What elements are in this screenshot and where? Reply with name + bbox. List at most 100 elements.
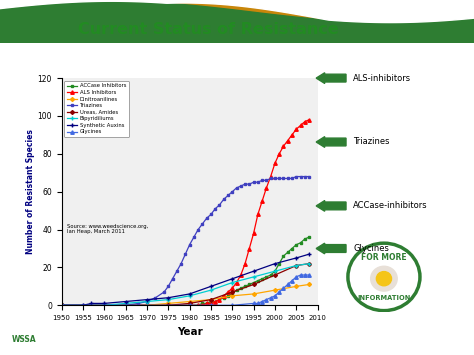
Circle shape bbox=[348, 243, 420, 311]
Triazines bbox=[225, 193, 231, 198]
ALS Inhibitors bbox=[208, 301, 214, 306]
Triazines bbox=[293, 174, 299, 179]
Triazines bbox=[264, 178, 269, 182]
Dinitroanilines bbox=[208, 297, 214, 302]
Bipyridiliums bbox=[101, 303, 107, 307]
Bipyridiliums bbox=[272, 269, 278, 273]
Line: Triazines: Triazines bbox=[60, 175, 310, 307]
Dinitroanilines bbox=[59, 303, 64, 307]
Text: WSSA Herbicide Resistance Management Lesson 1 © 2011 WSSA All Rights Reserved: WSSA Herbicide Resistance Management Les… bbox=[110, 337, 364, 343]
ACCase Inhibitors bbox=[306, 235, 312, 239]
ALS Inhibitors bbox=[281, 144, 286, 148]
Line: ALS Inhibitors: ALS Inhibitors bbox=[60, 118, 311, 307]
Glycines bbox=[264, 297, 269, 302]
Dinitroanilines bbox=[272, 288, 278, 292]
Triazines bbox=[221, 197, 227, 201]
Bipyridiliums bbox=[187, 294, 192, 298]
Triazines bbox=[268, 176, 273, 181]
Triazines bbox=[285, 176, 291, 181]
Line: Bipyridiliums: Bipyridiliums bbox=[59, 261, 311, 308]
Triazines bbox=[187, 242, 192, 247]
ACCase Inhibitors bbox=[234, 288, 239, 292]
ACCase Inhibitors bbox=[281, 254, 286, 258]
ACCase Inhibitors bbox=[293, 242, 299, 247]
ACCase Inhibitors bbox=[246, 282, 252, 286]
Glycines bbox=[208, 303, 214, 307]
Synthetic Auxins bbox=[59, 303, 64, 307]
ACCase Inhibitors bbox=[212, 299, 218, 304]
Triazines bbox=[229, 190, 235, 194]
Line: ACCase Inhibitors: ACCase Inhibitors bbox=[60, 236, 310, 307]
ALS Inhibitors bbox=[293, 127, 299, 131]
Triazines bbox=[298, 174, 303, 179]
ACCase Inhibitors bbox=[229, 292, 235, 296]
Glycines bbox=[293, 275, 299, 279]
Glycines bbox=[59, 303, 64, 307]
Text: Triazines: Triazines bbox=[353, 137, 390, 147]
Line: Synthetic Auxins: Synthetic Auxins bbox=[59, 252, 311, 308]
Triazines bbox=[276, 176, 282, 181]
ACCase Inhibitors bbox=[255, 279, 261, 283]
Dinitroanilines bbox=[306, 282, 312, 286]
ALS Inhibitors bbox=[298, 123, 303, 127]
ALS Inhibitors bbox=[246, 246, 252, 251]
ALS Inhibitors bbox=[251, 231, 256, 235]
Ureas, Amides bbox=[187, 301, 192, 306]
ALS Inhibitors bbox=[204, 301, 210, 306]
ALS Inhibitors bbox=[242, 262, 248, 266]
Glycines bbox=[285, 282, 291, 286]
Bipyridiliums bbox=[144, 299, 150, 304]
ACCase Inhibitors bbox=[204, 301, 210, 306]
Triazines bbox=[238, 184, 244, 188]
ALS Inhibitors bbox=[221, 294, 227, 298]
ALS Inhibitors bbox=[195, 303, 201, 307]
Synthetic Auxins bbox=[208, 284, 214, 289]
ACCase Inhibitors bbox=[208, 299, 214, 304]
X-axis label: Year: Year bbox=[177, 327, 202, 337]
Triazines bbox=[191, 235, 197, 239]
Triazines bbox=[178, 262, 184, 266]
Triazines bbox=[212, 207, 218, 211]
Triazines bbox=[306, 174, 312, 179]
Triazines bbox=[182, 252, 188, 256]
Triazines bbox=[144, 299, 150, 304]
Text: WSSA: WSSA bbox=[11, 335, 36, 344]
Bipyridiliums bbox=[123, 301, 128, 306]
ACCase Inhibitors bbox=[200, 301, 205, 306]
Ureas, Amides bbox=[229, 290, 235, 294]
Ureas, Amides bbox=[293, 263, 299, 268]
Dinitroanilines bbox=[187, 299, 192, 304]
ALS Inhibitors bbox=[276, 152, 282, 156]
Ureas, Amides bbox=[165, 303, 171, 307]
Triazines bbox=[272, 176, 278, 181]
ACCase Inhibitors bbox=[298, 241, 303, 245]
Triazines bbox=[101, 303, 107, 307]
Legend: ACCase Inhibitors, ALS Inhibitors, Dinitroanilines, Triazines, Ureas, Amides, Bi: ACCase Inhibitors, ALS Inhibitors, Dinit… bbox=[64, 81, 129, 137]
Text: 8: 8 bbox=[455, 335, 460, 344]
Glycines bbox=[187, 303, 192, 307]
Line: Dinitroanilines: Dinitroanilines bbox=[60, 283, 310, 307]
Circle shape bbox=[371, 266, 397, 291]
Synthetic Auxins bbox=[144, 297, 150, 302]
Bipyridiliums bbox=[306, 262, 312, 266]
ALS Inhibitors bbox=[306, 118, 312, 122]
Text: Glycines: Glycines bbox=[353, 244, 389, 253]
ACCase Inhibitors bbox=[259, 277, 265, 281]
Synthetic Auxins bbox=[89, 301, 94, 306]
ACCase Inhibitors bbox=[195, 303, 201, 307]
ALS Inhibitors bbox=[259, 199, 265, 203]
Synthetic Auxins bbox=[293, 256, 299, 260]
ALS Inhibitors bbox=[217, 297, 222, 302]
Triazines bbox=[174, 269, 180, 273]
Synthetic Auxins bbox=[251, 269, 256, 273]
Text: ACCase-inhibitors: ACCase-inhibitors bbox=[353, 201, 428, 211]
Text: ALS-inhibitors: ALS-inhibitors bbox=[353, 73, 411, 83]
ALS Inhibitors bbox=[225, 290, 231, 294]
Triazines bbox=[80, 303, 86, 307]
Triazines bbox=[234, 186, 239, 190]
Circle shape bbox=[376, 272, 392, 286]
Triazines bbox=[153, 296, 158, 300]
Synthetic Auxins bbox=[306, 252, 312, 256]
FancyBboxPatch shape bbox=[2, 327, 45, 353]
ACCase Inhibitors bbox=[242, 284, 248, 289]
